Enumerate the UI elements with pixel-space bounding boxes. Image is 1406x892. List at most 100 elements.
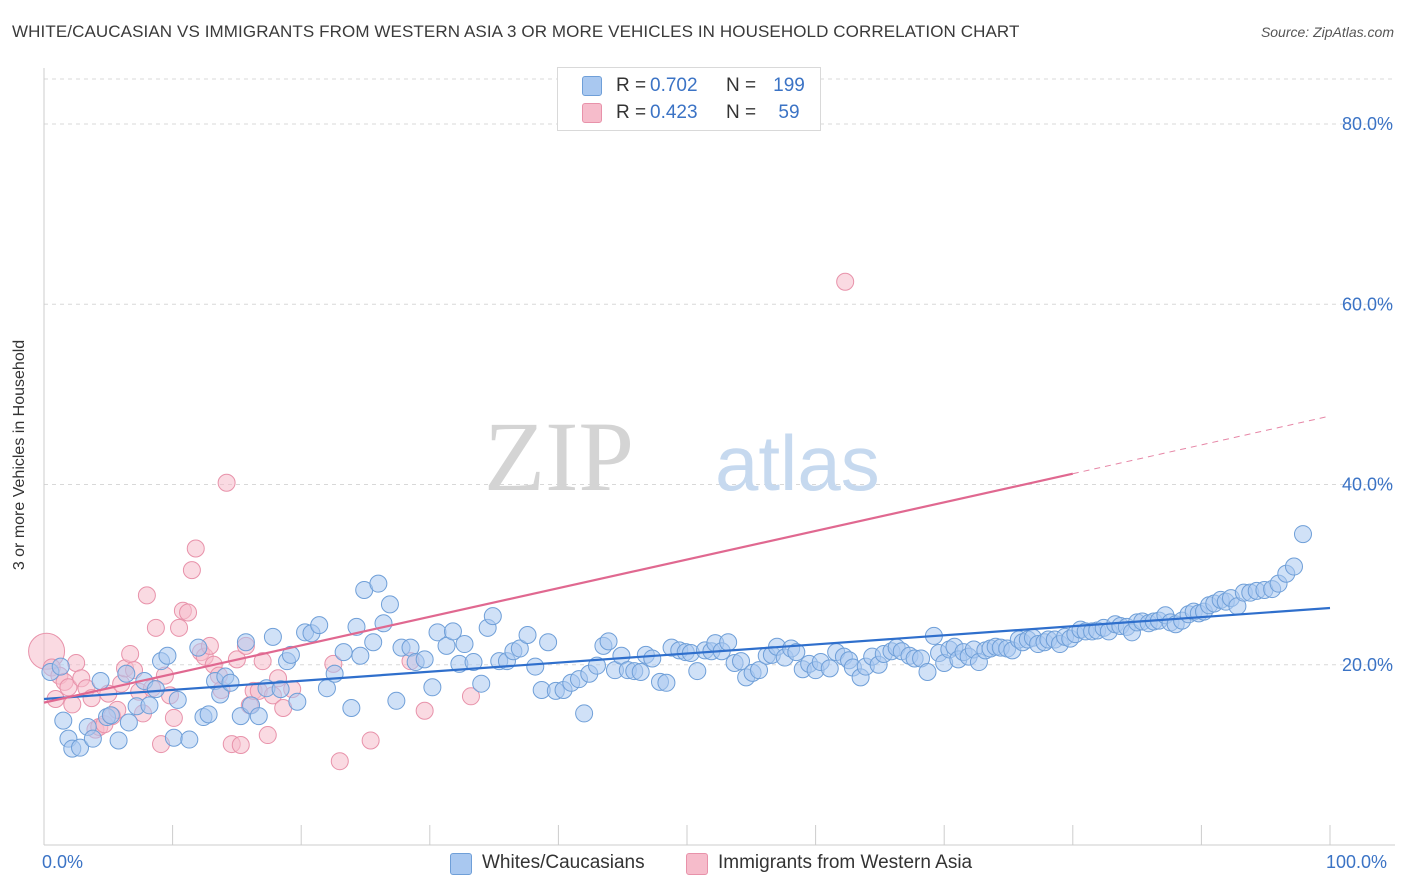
bottom-legend-label: Immigrants from Western Asia: [718, 852, 973, 873]
point-western-asia: [253, 652, 272, 671]
point-whites: [140, 696, 159, 715]
trend-line-whites: [43, 606, 1331, 701]
bottom-legend-label: Whites/Caucasians: [482, 852, 645, 873]
point-western-asia: [330, 752, 349, 771]
point-whites: [472, 674, 491, 693]
legend-n-label: N =: [726, 102, 757, 123]
point-whites: [539, 633, 558, 652]
point-whites: [443, 622, 462, 641]
point-western-asia: [59, 678, 78, 697]
point-whites: [483, 607, 502, 626]
point-whites: [750, 661, 769, 680]
point-western-asia: [67, 653, 86, 672]
point-whites: [221, 673, 240, 692]
point-whites: [109, 731, 128, 750]
point-western-asia: [258, 726, 277, 745]
point-whites: [236, 633, 255, 652]
point-western-asia: [415, 701, 434, 720]
point-whites: [351, 646, 370, 665]
point-whites: [688, 662, 707, 681]
point-whites: [643, 649, 662, 668]
bottom-legend-swatch-pink: [686, 853, 708, 875]
point-whites: [263, 627, 282, 646]
point-whites: [1284, 557, 1303, 576]
point-western-asia: [361, 731, 380, 750]
point-whites: [342, 699, 361, 718]
point-whites: [168, 690, 187, 709]
legend-n-value: 199: [773, 75, 805, 96]
point-western-asia: [170, 618, 189, 637]
point-western-asia: [164, 708, 183, 727]
point-western-asia: [179, 603, 198, 622]
point-whites: [71, 738, 90, 757]
point-whites: [599, 632, 618, 651]
point-whites: [164, 728, 183, 747]
point-whites: [575, 704, 594, 723]
source-label: Source: ZipAtlas.com: [1260, 24, 1394, 40]
bottom-legend-swatch-blue: [450, 853, 472, 875]
point-western-asia: [217, 473, 236, 492]
point-whites: [918, 662, 937, 681]
legend-r-value: 0.423: [650, 102, 698, 123]
point-whites: [119, 713, 138, 732]
point-whites: [288, 692, 307, 711]
point-western-asia: [137, 586, 156, 605]
y-tick-label: 80.0%: [1342, 114, 1393, 134]
point-whites: [334, 643, 353, 662]
x-tick-label-max: 100.0%: [1326, 852, 1388, 872]
point-whites: [587, 656, 606, 675]
point-whites: [631, 662, 650, 681]
x-tick-label-min: 0.0%: [42, 852, 84, 872]
y-tick-label: 60.0%: [1342, 294, 1393, 314]
point-whites: [310, 616, 329, 635]
trend-line-western-asia: [43, 472, 1074, 704]
legend-r-label: R =: [616, 102, 647, 123]
point-whites: [415, 650, 434, 669]
point-whites: [423, 678, 442, 697]
point-whites: [249, 707, 268, 726]
point-whites: [820, 659, 839, 678]
point-whites: [117, 664, 136, 683]
point-western-asia: [182, 561, 201, 580]
point-western-asia: [146, 618, 165, 637]
point-whites: [387, 691, 406, 710]
legend-swatch-blue: [582, 76, 602, 96]
series-whites-points: [41, 525, 1312, 758]
trend-line-western-asia-extension: [1072, 415, 1331, 475]
point-whites: [281, 645, 300, 664]
point-whites: [1293, 525, 1312, 544]
trend-lines: [43, 415, 1331, 704]
point-whites: [364, 633, 383, 652]
point-whites: [180, 730, 199, 749]
point-whites: [518, 626, 537, 645]
point-whites: [101, 706, 120, 725]
y-tick-labels: 20.0% 40.0% 60.0% 80.0%: [1342, 114, 1393, 675]
legend-swatch-pink: [582, 103, 602, 123]
point-whites: [51, 657, 70, 676]
point-whites: [199, 705, 218, 724]
point-whites: [510, 639, 529, 658]
point-whites: [657, 673, 676, 692]
watermark-zip: ZIP: [484, 401, 634, 512]
point-western-asia: [836, 272, 855, 291]
axes: [43, 68, 1395, 846]
point-whites: [455, 635, 474, 654]
point-western-asia: [231, 735, 250, 754]
legend-n-value: 59: [778, 102, 800, 123]
legend-r-value: 0.702: [650, 75, 698, 96]
point-whites: [787, 643, 806, 662]
watermark-atlas: atlas: [715, 419, 880, 507]
point-whites: [732, 652, 751, 671]
point-western-asia: [186, 539, 205, 558]
point-western-asia: [461, 687, 480, 706]
point-whites: [526, 657, 545, 676]
grid-lines: [44, 78, 1395, 666]
point-whites: [146, 680, 165, 699]
point-whites: [83, 729, 102, 748]
point-western-asia: [121, 644, 140, 663]
point-whites: [189, 638, 208, 657]
legend: R = 0.702 N = 199 R = 0.423 N = 59: [557, 67, 821, 131]
y-axis-title: 3 or more Vehicles in Household: [11, 339, 28, 571]
point-whites: [54, 711, 73, 730]
